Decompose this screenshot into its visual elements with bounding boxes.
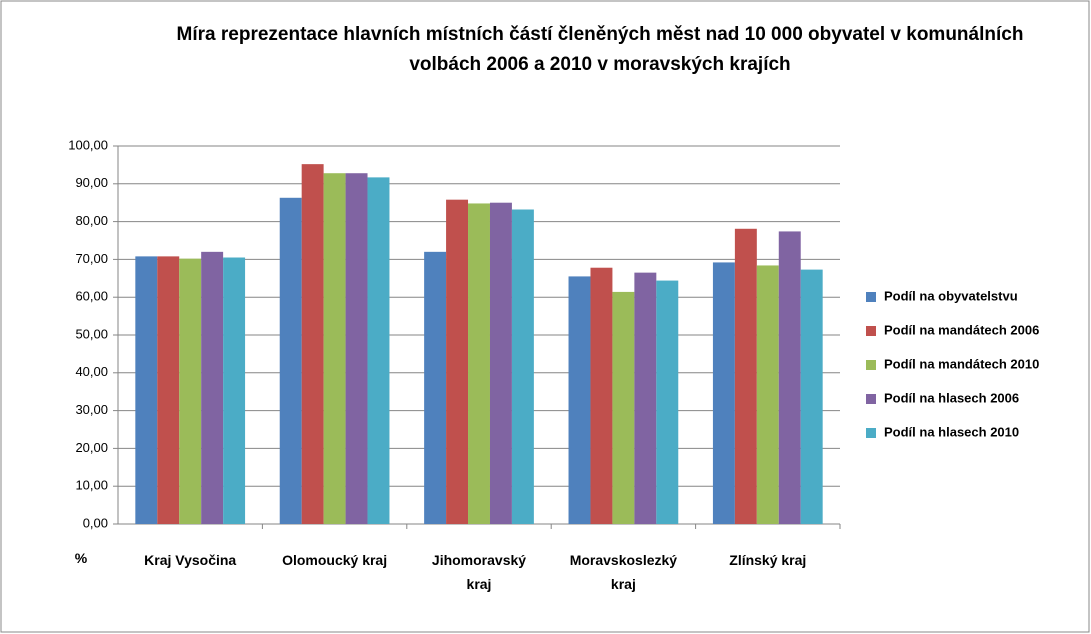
legend-swatch [866, 360, 876, 370]
bar [612, 291, 635, 524]
x-tick-label: Jihomoravský kraj [431, 552, 527, 592]
bar [734, 228, 757, 525]
bar [424, 251, 447, 524]
bar [367, 177, 390, 524]
x-tick-label: Olomoucký kraj [282, 552, 388, 568]
legend-swatch [866, 394, 876, 404]
y-tick-label: 80,00 [75, 213, 108, 228]
bar [468, 203, 490, 524]
legend-label: Podíl na hlasech 2010 [884, 424, 1019, 439]
bar [179, 258, 202, 524]
y-tick-label: 10,00 [75, 478, 108, 493]
y-tick-label: 20,00 [75, 440, 108, 455]
bar [590, 267, 613, 524]
bar [201, 251, 224, 524]
y-tick-label: 30,00 [75, 402, 108, 417]
bar [489, 202, 512, 524]
bar [223, 257, 246, 524]
bar [712, 262, 735, 524]
legend-label: Podíl na obyvatelstvu [884, 288, 1018, 303]
legend-label: Podíl na hlasech 2006 [884, 390, 1019, 405]
legend-swatch [866, 326, 876, 336]
bar [511, 209, 534, 524]
legend-label: Podíl na mandátech 2010 [884, 356, 1039, 371]
x-tick-label: Zlínský kraj [729, 552, 807, 568]
bar [778, 231, 801, 525]
legend-swatch [866, 292, 876, 302]
bar [756, 265, 779, 524]
bar [446, 199, 469, 524]
y-tick-label: 90,00 [75, 175, 108, 190]
y-tick-label: 0,00 [83, 515, 108, 530]
bar [157, 256, 180, 524]
bar [135, 256, 158, 524]
y-tick-label: 100,00 [68, 137, 108, 152]
y-tick-label: 40,00 [75, 364, 108, 379]
unit-label: % [74, 550, 88, 566]
chart-title: Míra reprezentace hlavních místních část… [176, 24, 1024, 75]
x-tick-label: Moravskoslezký kraj [569, 552, 678, 592]
y-tick-label: 70,00 [75, 251, 108, 266]
bar [634, 272, 657, 524]
legend-swatch [866, 428, 876, 438]
x-tick-label: Kraj Vysočina [144, 552, 237, 568]
bar [301, 164, 324, 525]
bar [323, 173, 346, 524]
y-tick-label: 60,00 [75, 289, 108, 304]
bar [568, 276, 591, 524]
bar [279, 197, 302, 524]
bar [656, 280, 679, 524]
y-tick-label: 50,00 [75, 326, 108, 341]
bar [345, 173, 368, 524]
bar [800, 269, 823, 524]
legend-label: Podíl na mandátech 2006 [884, 322, 1039, 337]
